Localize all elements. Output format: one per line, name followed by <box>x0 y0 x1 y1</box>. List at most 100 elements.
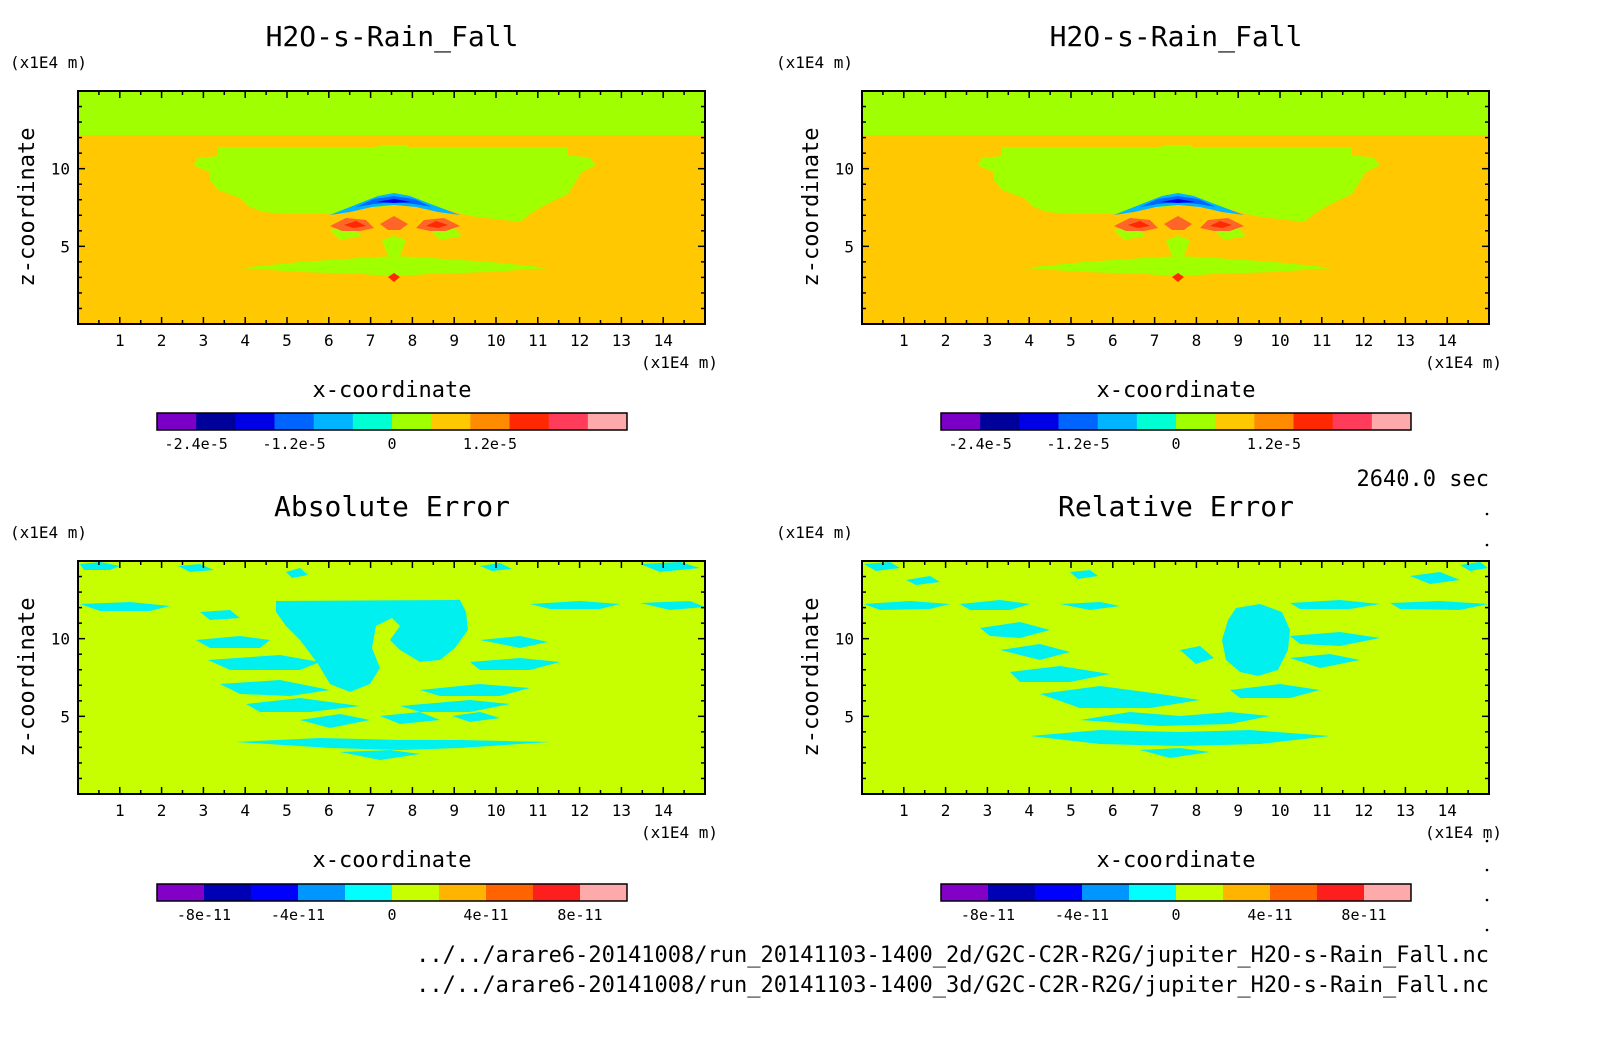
colorbar-swatch <box>1270 884 1318 901</box>
colorbar-tick-label: 0 <box>1171 906 1180 924</box>
x-tick-label: 5 <box>1066 331 1076 350</box>
colorbar-tick-label: 4e-11 <box>1247 906 1292 924</box>
colorbar-tick-label: -1.2e-5 <box>1046 435 1109 453</box>
x-tick-label: 7 <box>1150 331 1160 350</box>
colorbar-swatch <box>941 413 981 430</box>
x-axis-label: x-coordinate <box>1097 378 1256 403</box>
panel-title: Relative Error <box>1058 490 1294 523</box>
colorbar: -8e-11 -4e-11 0 4e-11 8e-11 <box>940 883 1412 924</box>
x-tick-label: 9 <box>449 801 459 820</box>
x-tick-label: 3 <box>983 331 993 350</box>
colorbar-tick-label: 1.2e-5 <box>1247 435 1301 453</box>
field-plot <box>78 91 705 324</box>
x-tick-label: 11 <box>1312 331 1331 350</box>
error-plot <box>862 561 1489 794</box>
colorbar-tick-label: -4e-11 <box>1055 906 1109 924</box>
colorbar-tick-label: 0 <box>387 906 396 924</box>
colorbar-swatch <box>431 413 471 430</box>
x-axis-label: x-coordinate <box>1097 848 1256 873</box>
colorbar-swatch <box>313 413 354 430</box>
x-tick-label: 13 <box>612 331 631 350</box>
colorbar-swatch <box>1371 413 1412 430</box>
x-tick-label: 14 <box>654 801 673 820</box>
colorbar-swatches <box>941 413 1412 430</box>
x-tick-label: 1 <box>115 801 125 820</box>
y-tick-label: 5 <box>60 237 70 256</box>
time-label: 2640.0 sec <box>1357 467 1489 492</box>
x-tick-label: 14 <box>1438 801 1457 820</box>
y-unit-label: (x1E4 m) <box>10 523 87 542</box>
colorbar-swatch <box>392 413 432 430</box>
x-tick-label: 4 <box>1024 331 1034 350</box>
y-unit-label: (x1E4 m) <box>776 523 853 542</box>
plot-frame <box>77 560 706 795</box>
file-path-line: ../../arare6-20141008/run_20141103-1400_… <box>416 943 1489 968</box>
x-tick-label: 10 <box>1270 331 1289 350</box>
error-plot <box>78 561 705 794</box>
colorbar-swatch <box>274 413 315 430</box>
x-tick-label: 6 <box>1108 331 1118 350</box>
colorbar-tick-labels: -2.4e-5 -1.2e-5 0 1.2e-5 <box>165 435 517 453</box>
x-tick-label: 8 <box>1192 331 1202 350</box>
x-tick-label: 6 <box>324 331 334 350</box>
y-tick-label: 5 <box>60 707 70 726</box>
x-tick-label: 3 <box>983 801 993 820</box>
colorbar-swatch <box>580 884 628 901</box>
plot-frame <box>77 90 706 325</box>
colorbar-swatch <box>1215 413 1255 430</box>
x-tick-label: 7 <box>366 801 376 820</box>
colorbar-frame <box>940 412 1412 431</box>
x-tick-label: 9 <box>1233 801 1243 820</box>
y-axis-label: z-coordinate <box>799 598 824 757</box>
colorbar-swatch <box>196 413 236 430</box>
y-tick-label: 5 <box>844 707 854 726</box>
x-axis-label: x-coordinate <box>313 848 472 873</box>
colorbar-swatch <box>1129 884 1177 901</box>
x-tick-label: 14 <box>654 331 673 350</box>
colorbar-swatch <box>1254 413 1294 430</box>
colorbar-frame <box>156 412 628 431</box>
x-tick-label: 5 <box>1066 801 1076 820</box>
colorbar-tick-labels: -8e-11 -4e-11 0 4e-11 8e-11 <box>177 906 603 924</box>
field-plot <box>862 91 1489 324</box>
x-tick-labels: 1 2 3 4 5 6 7 8 9 10 11 12 13 14 <box>115 801 673 820</box>
x-tick-label: 4 <box>1024 801 1034 820</box>
colorbar-swatch <box>587 413 628 430</box>
colorbar-frame <box>940 883 1412 902</box>
x-tick-label: 7 <box>366 331 376 350</box>
colorbar: -8e-11 -4e-11 0 4e-11 8e-11 <box>156 883 628 924</box>
x-tick-label: 3 <box>199 331 209 350</box>
x-tick-label: 13 <box>1396 331 1415 350</box>
colorbar-tick-label: -8e-11 <box>961 906 1015 924</box>
colorbar-swatch <box>298 884 346 901</box>
colorbar-swatch <box>988 884 1036 901</box>
colorbar-tick-label: -4e-11 <box>271 906 325 924</box>
colorbar-swatch <box>1035 884 1083 901</box>
colorbar-tick-label: 1.2e-5 <box>463 435 517 453</box>
colorbar-tick-label: -2.4e-5 <box>165 435 228 453</box>
x-tick-label: 6 <box>324 801 334 820</box>
colorbar-swatch <box>392 884 440 901</box>
colorbar-swatch <box>352 413 393 430</box>
panel-title: H2O-s-Rain_Fall <box>1050 20 1303 54</box>
panel-field-right: H2O-s-Rain_Fall (x1E4 m) 1 2 3 4 5 <box>776 20 1502 453</box>
x-tick-label: 5 <box>282 801 292 820</box>
x-tick-label: 6 <box>1108 801 1118 820</box>
x-tick-labels: 1 2 3 4 5 6 7 8 9 10 11 12 13 14 <box>115 331 673 350</box>
x-tick-label: 10 <box>486 801 505 820</box>
x-tick-label: 8 <box>408 801 418 820</box>
x-tick-label: 9 <box>449 331 459 350</box>
x-tick-label: 12 <box>570 801 589 820</box>
colorbar-swatch <box>1019 413 1059 430</box>
x-tick-label: 10 <box>1270 801 1289 820</box>
x-tick-label: 8 <box>1192 801 1202 820</box>
x-tick-label: 13 <box>1396 801 1415 820</box>
colorbar-swatch <box>1223 884 1271 901</box>
y-tick-label: 10 <box>51 630 70 649</box>
colorbar-tick-label: -1.2e-5 <box>262 435 325 453</box>
colorbar-swatches <box>157 884 628 901</box>
x-unit-label: (x1E4 m) <box>641 353 718 372</box>
panel-title: H2O-s-Rain_Fall <box>266 20 519 54</box>
colorbar-swatches <box>157 413 628 430</box>
x-tick-label: 1 <box>899 801 909 820</box>
